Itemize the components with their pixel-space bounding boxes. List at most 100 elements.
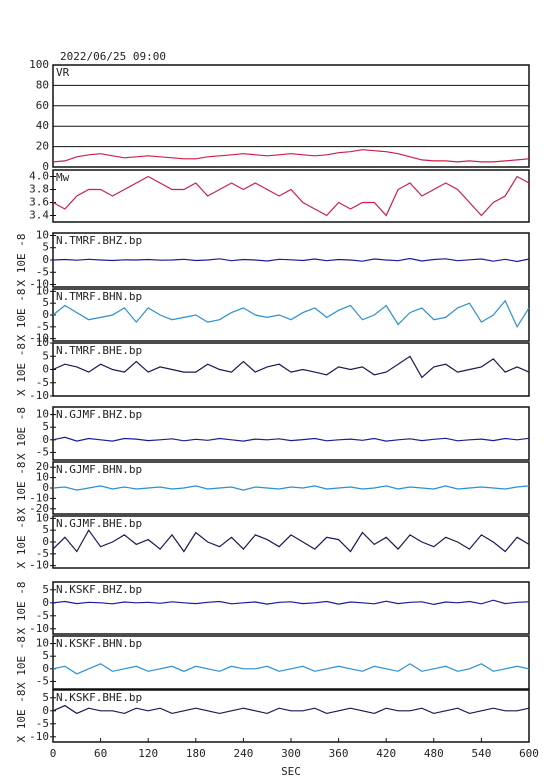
y-tick-label: -10	[29, 278, 49, 291]
y-tick-label: -10	[29, 622, 49, 635]
x-tick-label: 0	[50, 747, 57, 760]
y-tick-label: 20	[36, 140, 49, 153]
y-axis-label: X 10E -8	[15, 462, 28, 515]
y-axis-label: X 10E -8	[15, 690, 28, 743]
series-label: N.KSKF.BHN.bp	[56, 637, 142, 650]
y-tick-label: -5	[36, 609, 49, 622]
series-label: N.TMRF.BHZ.bp	[56, 234, 142, 247]
y-tick-label: 5	[42, 523, 49, 536]
x-tick-label: 240	[233, 747, 253, 760]
panel-frame	[52, 581, 530, 635]
y-tick-label: -20	[29, 502, 49, 515]
y-tick-label: -10	[29, 491, 49, 504]
panel-frame	[52, 64, 530, 168]
x-tick-label: 420	[376, 747, 396, 760]
y-tick-label: 0	[42, 662, 49, 675]
x-tick-label: 600	[519, 747, 539, 760]
y-tick-label: 0	[42, 160, 49, 173]
panel-frame	[52, 406, 530, 461]
y-axis-label: X 10E -8	[15, 343, 28, 396]
x-tick-label: 540	[471, 747, 491, 760]
y-tick-label: 40	[36, 119, 49, 132]
y-tick-label: 5	[42, 583, 49, 596]
trace	[52, 599, 530, 606]
y-tick-label: 10	[36, 336, 49, 349]
y-tick-label: 10	[36, 408, 49, 421]
trace	[52, 175, 530, 217]
y-tick-label: 10	[36, 284, 49, 297]
y-tick-label: -5	[36, 320, 49, 333]
y-tick-label: 5	[42, 420, 49, 433]
y-tick-label: 60	[36, 99, 49, 112]
x-tick-label: 300	[281, 747, 301, 760]
y-tick-label: 0	[42, 308, 49, 321]
y-axis-label: X 10E -8	[15, 289, 28, 342]
y-tick-label: -10	[29, 559, 49, 572]
y-axis-label: X 10E -8	[15, 582, 28, 635]
series-label: N.TMRF.BHE.bp	[56, 344, 142, 357]
y-tick-label: -5	[36, 547, 49, 560]
x-tick-label: 180	[186, 747, 206, 760]
y-tick-label: 0	[42, 481, 49, 494]
y-tick-label: -10	[29, 332, 49, 345]
series-label: N.TMRF.BHN.bp	[56, 290, 142, 303]
trace	[52, 355, 530, 379]
series-label: N.GJMF.BHZ.bp	[56, 408, 142, 421]
series-label: VR	[56, 66, 70, 79]
y-tick-label: 10	[36, 511, 49, 524]
y-tick-label: -5	[36, 445, 49, 458]
chart-title: 2022/06/25 09:00	[60, 50, 166, 63]
series-label: N.KSKF.BHZ.bp	[56, 583, 142, 596]
y-tick-label: 0	[42, 253, 49, 266]
y-tick-label: 0	[42, 704, 49, 717]
x-tick-label: 480	[424, 747, 444, 760]
panel-frame	[52, 169, 530, 223]
panel-frame	[52, 635, 530, 690]
y-tick-label: 5	[42, 349, 49, 362]
series-label: N.KSKF.BHE.bp	[56, 691, 142, 704]
y-tick-label: -5	[36, 265, 49, 278]
y-tick-label: 3.6	[29, 196, 49, 209]
y-tick-label: 10	[36, 471, 49, 484]
trace	[52, 704, 530, 715]
y-tick-label: 3.8	[29, 183, 49, 196]
trace	[52, 299, 530, 329]
series-label: Mw	[56, 171, 70, 184]
y-tick-label: -5	[36, 376, 49, 389]
x-tick-label: 120	[138, 747, 158, 760]
y-tick-label: -5	[36, 717, 49, 730]
y-tick-label: -5	[36, 674, 49, 687]
y-axis-label: X 10E -8	[15, 516, 28, 569]
y-tick-label: 4.0	[29, 170, 49, 183]
trace	[52, 257, 530, 263]
y-tick-label: 5	[42, 296, 49, 309]
y-tick-label: 0	[42, 535, 49, 548]
y-tick-label: 80	[36, 78, 49, 91]
y-tick-label: 0	[42, 433, 49, 446]
y-tick-label: 0	[42, 363, 49, 376]
y-axis-label: X 10E -8	[15, 234, 28, 287]
series-label: N.GJMF.BHE.bp	[56, 517, 142, 530]
trace	[52, 529, 530, 553]
y-axis-label: X 10E -8	[15, 636, 28, 689]
y-tick-label: 20	[36, 460, 49, 473]
y-tick-label: 100	[29, 58, 49, 71]
x-tick-label: 360	[329, 747, 349, 760]
trace	[52, 436, 530, 442]
x-tick-label: 60	[94, 747, 107, 760]
y-tick-label: -10	[29, 389, 49, 402]
y-tick-label: 5	[42, 649, 49, 662]
y-axis-label: X 10E -8	[15, 407, 28, 460]
y-tick-label: 5	[42, 691, 49, 704]
y-tick-label: 5	[42, 241, 49, 254]
trace	[52, 149, 530, 163]
trace	[52, 663, 530, 675]
y-tick-label: -10	[29, 730, 49, 743]
series-label: N.GJMF.BHN.bp	[56, 463, 142, 476]
x-axis-label: SEC	[281, 765, 301, 778]
y-tick-label: 0	[42, 596, 49, 609]
y-tick-label: 10	[36, 637, 49, 650]
y-tick-label: 3.4	[29, 209, 49, 222]
y-tick-label: 10	[36, 228, 49, 241]
